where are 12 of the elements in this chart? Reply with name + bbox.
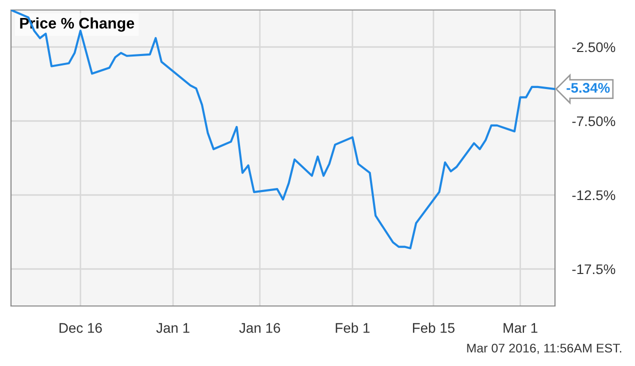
x-tick-label: Dec 16 bbox=[60, 323, 102, 333]
y-tick-label: -12.5% bbox=[572, 190, 616, 200]
y-tick-label: -7.50% bbox=[572, 116, 616, 126]
data-label: -5.34% bbox=[566, 82, 610, 93]
x-tick-label: Feb 15 bbox=[412, 322, 455, 333]
y-tick-label: -17.5% bbox=[572, 264, 616, 274]
y-tick-label: -2.50% bbox=[572, 42, 616, 52]
x-tick-label: Jan 16 bbox=[239, 323, 280, 333]
x-tick-label: Jan 1 bbox=[156, 323, 190, 333]
x-tick-label: Feb 1 bbox=[336, 322, 370, 333]
text: Mar 07 2016, 11:56AM EST. bbox=[467, 344, 622, 354]
x-tick-label: Mar 1 bbox=[504, 323, 538, 333]
